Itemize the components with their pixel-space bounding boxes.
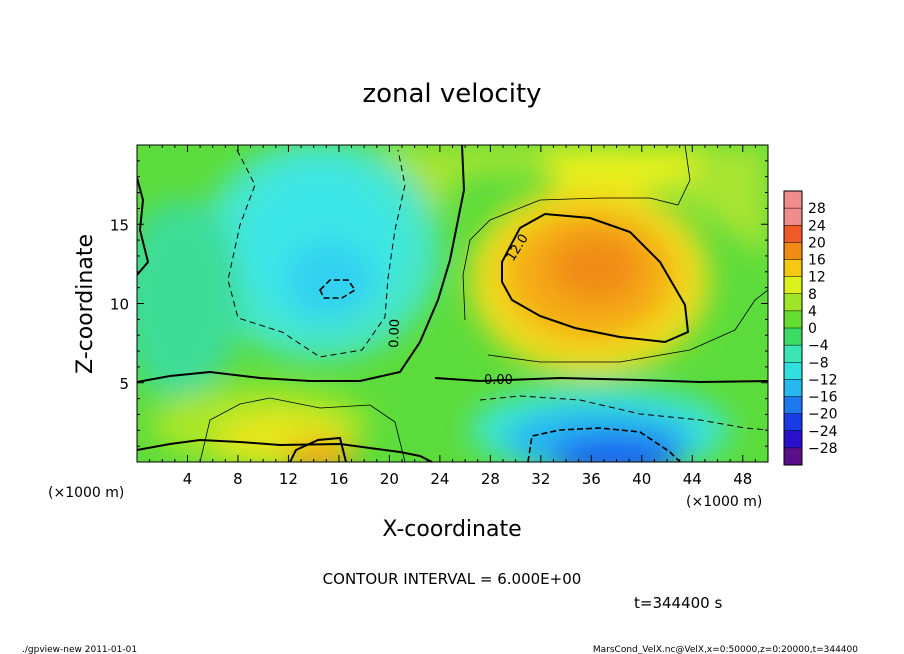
x-unit-label-right: (×1000 m) <box>686 494 762 510</box>
y-tick-label: 15 <box>110 216 129 234</box>
colorbar-label: −16 <box>808 390 838 406</box>
colorbar-band <box>784 293 802 312</box>
colorbar-label: 4 <box>808 304 817 320</box>
colorbar-label: −20 <box>808 407 838 423</box>
x-tick-label: 40 <box>632 470 651 488</box>
colorbar-label: −12 <box>808 372 838 388</box>
contour-interval-text: CONTOUR INTERVAL = 6.000E+00 <box>323 570 582 588</box>
contour-label-zero-horizontal: 0.00 <box>484 373 513 388</box>
x-tick-label: 4 <box>183 470 193 488</box>
colorbar-label: 8 <box>808 287 817 303</box>
contour-six-lower-left <box>199 397 406 462</box>
contour-zero-upper <box>137 145 466 383</box>
colorbar-band <box>784 191 802 209</box>
colorbar-band <box>784 430 802 449</box>
colorbar-label: −4 <box>808 338 829 354</box>
contour-zero-right <box>434 376 768 384</box>
x-axis-label: X-coordinate <box>382 517 521 542</box>
contour-label-zero-vertical: 0.00 <box>387 319 403 348</box>
colorbar-band <box>784 379 802 397</box>
colorbar-label: 16 <box>808 253 826 269</box>
colorbar-label: −8 <box>808 355 829 371</box>
colorbar-label: −28 <box>808 441 838 457</box>
x-tick-label: 12 <box>279 470 298 488</box>
colorbar-band <box>784 208 802 226</box>
colorbar-band <box>784 345 802 363</box>
field-blob-orange-core <box>550 233 640 303</box>
footer-left: ./gpview-new 2011-01-01 <box>22 645 137 654</box>
x-tick-label: 24 <box>430 470 449 488</box>
chart-title: zonal velocity <box>362 79 541 109</box>
x-axis-ticks: 4 8 12 16 20 24 28 32 36 40 44 48 <box>149 145 756 488</box>
x-unit-label-left: (×1000 m) <box>48 485 124 501</box>
colorbar-band <box>784 259 802 278</box>
colorbar-label: −24 <box>808 424 838 440</box>
colorbar-band <box>784 396 802 415</box>
field-blob-green-left <box>137 200 240 400</box>
field-blob-low-darkblue-right <box>550 436 680 462</box>
colorbar-label: 12 <box>808 270 826 286</box>
colorbar-band <box>784 328 802 346</box>
colorbar-band <box>784 242 802 260</box>
time-text: t=344400 s <box>634 594 722 612</box>
contour-minus-six-inner <box>319 279 357 299</box>
x-tick-label: 20 <box>380 470 399 488</box>
colorbar-band <box>784 276 802 295</box>
y-axis-ticks: 5 10 15 <box>110 160 768 447</box>
colorbar-band <box>784 447 802 466</box>
contour-minus-six-lower-right <box>479 395 768 431</box>
colorbar-band <box>784 225 802 243</box>
colorbar-band <box>784 310 802 329</box>
contour-twelve <box>501 212 690 344</box>
contour-minus-six-upper <box>227 149 406 358</box>
heatmap-field <box>137 145 768 462</box>
contour-six-right-lower <box>487 289 768 363</box>
colorbar-label: 28 <box>808 201 826 217</box>
x-tick-label: 48 <box>733 470 752 488</box>
colorbar-band <box>784 362 802 380</box>
colorbar-label: 24 <box>808 218 826 234</box>
x-tick-label: 16 <box>329 470 348 488</box>
x-tick-label: 28 <box>481 470 500 488</box>
y-axis-label: Z-coordinate <box>73 234 98 374</box>
x-tick-label: 36 <box>582 470 601 488</box>
y-tick-label: 10 <box>110 296 129 314</box>
contour-positive-lower-left <box>289 436 347 462</box>
colorbar-band <box>784 413 802 432</box>
contour-zero-lower <box>137 438 433 462</box>
contour-minus-twelve-lower-right <box>527 427 681 462</box>
x-tick-label: 32 <box>531 470 550 488</box>
contour-six-right <box>462 145 691 321</box>
x-tick-label: 44 <box>683 470 702 488</box>
colorbar-label: 0 <box>808 321 817 337</box>
y-tick-label: 5 <box>119 375 129 393</box>
contour-lines <box>137 145 768 462</box>
footer-right: MarsCond_VelX.nc@VelX,x=0:50000,z=0:2000… <box>593 645 858 654</box>
x-tick-label: 8 <box>233 470 243 488</box>
colorbar-label: 20 <box>808 235 826 251</box>
